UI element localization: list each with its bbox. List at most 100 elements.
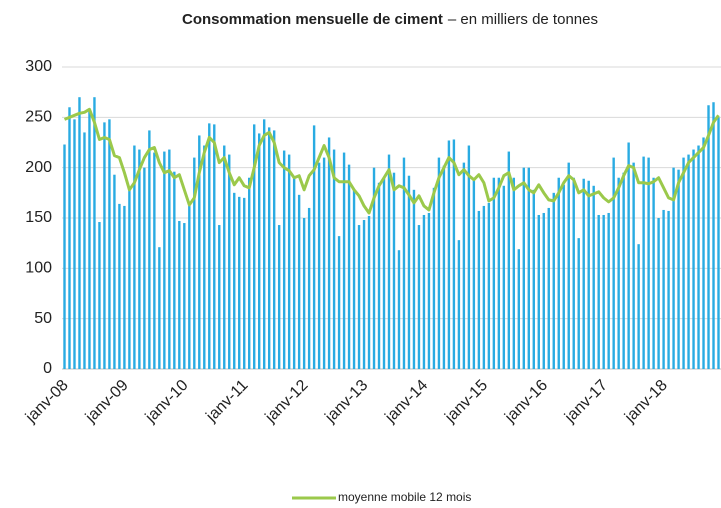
x-tick-label: janv-16 — [501, 377, 551, 427]
bar — [427, 212, 431, 369]
bar — [193, 157, 196, 369]
bar — [372, 167, 376, 369]
bar — [587, 180, 590, 369]
bar — [392, 172, 396, 369]
x-tick-label: janv-14 — [381, 377, 431, 427]
bar — [492, 177, 496, 369]
bar — [552, 192, 555, 369]
bar — [562, 184, 565, 369]
bar — [597, 214, 600, 369]
bar — [178, 221, 181, 369]
bar — [282, 150, 286, 369]
bar — [687, 154, 690, 369]
bar — [108, 119, 111, 369]
bar — [467, 145, 471, 369]
chart-title-group: Consommation mensuelle de ciment – en mil… — [182, 11, 598, 28]
bar — [457, 240, 461, 369]
bar — [387, 154, 391, 369]
bar — [223, 145, 226, 369]
y-tick-label: 0 — [43, 360, 52, 377]
bar — [607, 212, 610, 369]
bar — [657, 218, 660, 369]
bar — [277, 225, 281, 369]
bar — [253, 124, 256, 369]
bar — [612, 157, 615, 369]
x-tick-label: janv-12 — [262, 377, 312, 427]
bar — [402, 157, 406, 369]
y-tick-label: 300 — [25, 58, 52, 75]
bar — [677, 169, 680, 369]
bar — [682, 157, 685, 369]
bar — [602, 214, 605, 369]
moving-average-line — [63, 107, 720, 215]
bar — [218, 225, 221, 369]
bar — [447, 140, 451, 369]
bar — [567, 162, 570, 369]
bar — [138, 149, 141, 369]
bar — [377, 182, 381, 369]
bar — [228, 154, 231, 369]
y-tick-label: 50 — [34, 310, 52, 327]
bar — [632, 162, 635, 369]
bar — [287, 154, 291, 369]
x-tick-label: janv-08 — [22, 377, 72, 427]
y-tick-label: 200 — [25, 159, 52, 176]
x-tick-label: janv-18 — [621, 377, 671, 427]
bar — [158, 247, 161, 369]
bar — [702, 137, 705, 369]
bar — [482, 205, 486, 369]
bar — [337, 236, 341, 369]
bar — [527, 167, 530, 369]
x-tick-label: janv-11 — [203, 377, 252, 426]
bar — [312, 125, 316, 370]
bar — [497, 177, 501, 369]
bar — [642, 156, 645, 369]
bar — [233, 192, 236, 369]
bar — [262, 119, 266, 369]
chart-subtitle: – en milliers de tonnes — [448, 11, 598, 28]
bar — [133, 145, 136, 369]
bar — [542, 212, 545, 369]
y-tick-label: 100 — [25, 260, 52, 277]
bar — [672, 167, 675, 369]
x-tick-label: janv-17 — [561, 377, 611, 427]
bar — [347, 164, 351, 369]
bar — [327, 137, 331, 369]
bar — [502, 185, 506, 369]
bar — [582, 178, 585, 369]
bar — [487, 202, 491, 369]
bar — [697, 145, 700, 369]
bar — [417, 225, 421, 369]
bar — [342, 152, 346, 369]
bar — [452, 139, 456, 369]
bar — [163, 151, 166, 369]
bar — [512, 177, 516, 369]
bar — [432, 187, 436, 369]
bar — [522, 167, 525, 369]
bar — [422, 214, 426, 369]
bar — [203, 145, 206, 369]
bar — [592, 185, 595, 369]
bar — [297, 194, 301, 369]
bar — [103, 122, 106, 369]
bar — [652, 177, 655, 369]
bar — [93, 97, 96, 369]
bar — [547, 207, 550, 369]
x-tick-label: janv-15 — [441, 377, 491, 427]
bar — [143, 167, 146, 369]
bar — [577, 238, 580, 369]
bar — [472, 177, 476, 369]
bar — [532, 189, 535, 369]
bar — [382, 177, 386, 369]
legend-label: moyenne mobile 12 mois — [338, 490, 471, 504]
y-tick-label: 150 — [25, 209, 52, 226]
x-tick-label: janv-10 — [142, 377, 192, 427]
bar — [367, 215, 371, 369]
bar — [407, 175, 411, 369]
bar — [637, 244, 640, 369]
bar — [183, 223, 186, 369]
bar — [302, 218, 306, 369]
bar — [517, 249, 521, 369]
bar — [98, 222, 101, 369]
bar — [667, 210, 670, 369]
